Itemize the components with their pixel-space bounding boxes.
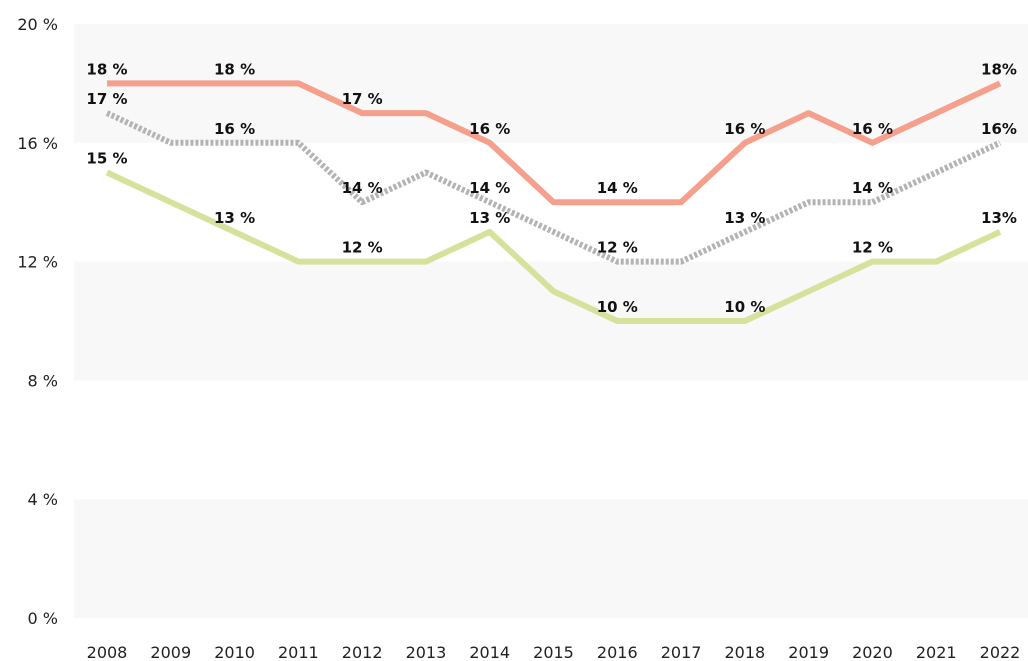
x-tick-label: 2010 <box>214 643 255 661</box>
background-band <box>74 261 1028 381</box>
data-label-series-1: 16 % <box>724 120 765 138</box>
data-label-series-2: 16 % <box>214 120 255 138</box>
y-tick-label: 16 % <box>17 134 58 153</box>
y-tick-label: 12 % <box>17 253 58 272</box>
x-tick-label: 2017 <box>661 643 702 661</box>
data-label-series-3: 15 % <box>86 150 127 168</box>
x-tick-label: 2021 <box>916 643 957 661</box>
series-line-2 <box>105 110 1002 265</box>
data-label-series-2: 14 % <box>852 179 893 197</box>
background-bands <box>74 24 1028 618</box>
x-tick-label: 2014 <box>469 643 510 661</box>
data-label-series-3: 12 % <box>852 239 893 257</box>
data-label-series-3: 13 % <box>214 209 255 227</box>
x-tick-label: 2019 <box>788 643 829 661</box>
data-label-series-2: 14 % <box>342 179 383 197</box>
data-label-series-3: 12 % <box>342 239 383 257</box>
x-tick-label: 2008 <box>87 643 128 661</box>
data-label-series-2: 16% <box>981 120 1017 138</box>
series-line-3 <box>105 169 1002 324</box>
data-label-series-1: 18% <box>981 60 1017 78</box>
series-lines <box>105 80 1002 324</box>
y-tick-label: 0 % <box>28 609 58 628</box>
x-axis-ticks: 2008 2009 2010 2011 2012 2013 2014 2015 2016 2017… <box>87 643 1021 661</box>
data-label-series-1: 18 % <box>86 60 127 78</box>
data-label-series-2: 12 % <box>597 239 638 257</box>
data-labels: 18 % 18 % 17 % 16 % 14 % 16 % 16 % 18% 17 % 16 % 1… <box>86 60 1017 316</box>
series-line-1 <box>107 80 1002 206</box>
x-tick-label: 2013 <box>406 643 447 661</box>
y-tick-label: 4 % <box>28 490 58 509</box>
data-label-series-1: 16 % <box>852 120 893 138</box>
x-tick-label: 2020 <box>852 643 893 661</box>
background-band <box>74 499 1028 618</box>
y-tick-label: 8 % <box>28 371 58 390</box>
x-tick-label: 2015 <box>533 643 574 661</box>
data-label-series-3: 13 % <box>469 209 510 227</box>
data-label-series-2: 14 % <box>469 179 510 197</box>
data-label-series-2: 13 % <box>724 209 765 227</box>
y-axis-ticks: 0 % 4 % 8 % 12 % 16 % 20 % <box>17 15 58 628</box>
data-label-series-2: 17 % <box>86 90 127 108</box>
y-tick-label: 20 % <box>17 15 58 34</box>
x-tick-label: 2022 <box>980 643 1021 661</box>
x-tick-label: 2009 <box>150 643 191 661</box>
data-label-series-1: 14 % <box>597 179 638 197</box>
data-label-series-1: 16 % <box>469 120 510 138</box>
x-tick-label: 2018 <box>724 643 765 661</box>
data-label-series-3: 10 % <box>724 298 765 316</box>
x-tick-label: 2012 <box>342 643 383 661</box>
data-label-series-3: 10 % <box>597 298 638 316</box>
data-label-series-1: 18 % <box>214 60 255 78</box>
data-label-series-3: 13% <box>981 209 1017 227</box>
x-tick-label: 2016 <box>597 643 638 661</box>
data-label-series-1: 17 % <box>342 90 383 108</box>
x-tick-label: 2011 <box>278 643 319 661</box>
